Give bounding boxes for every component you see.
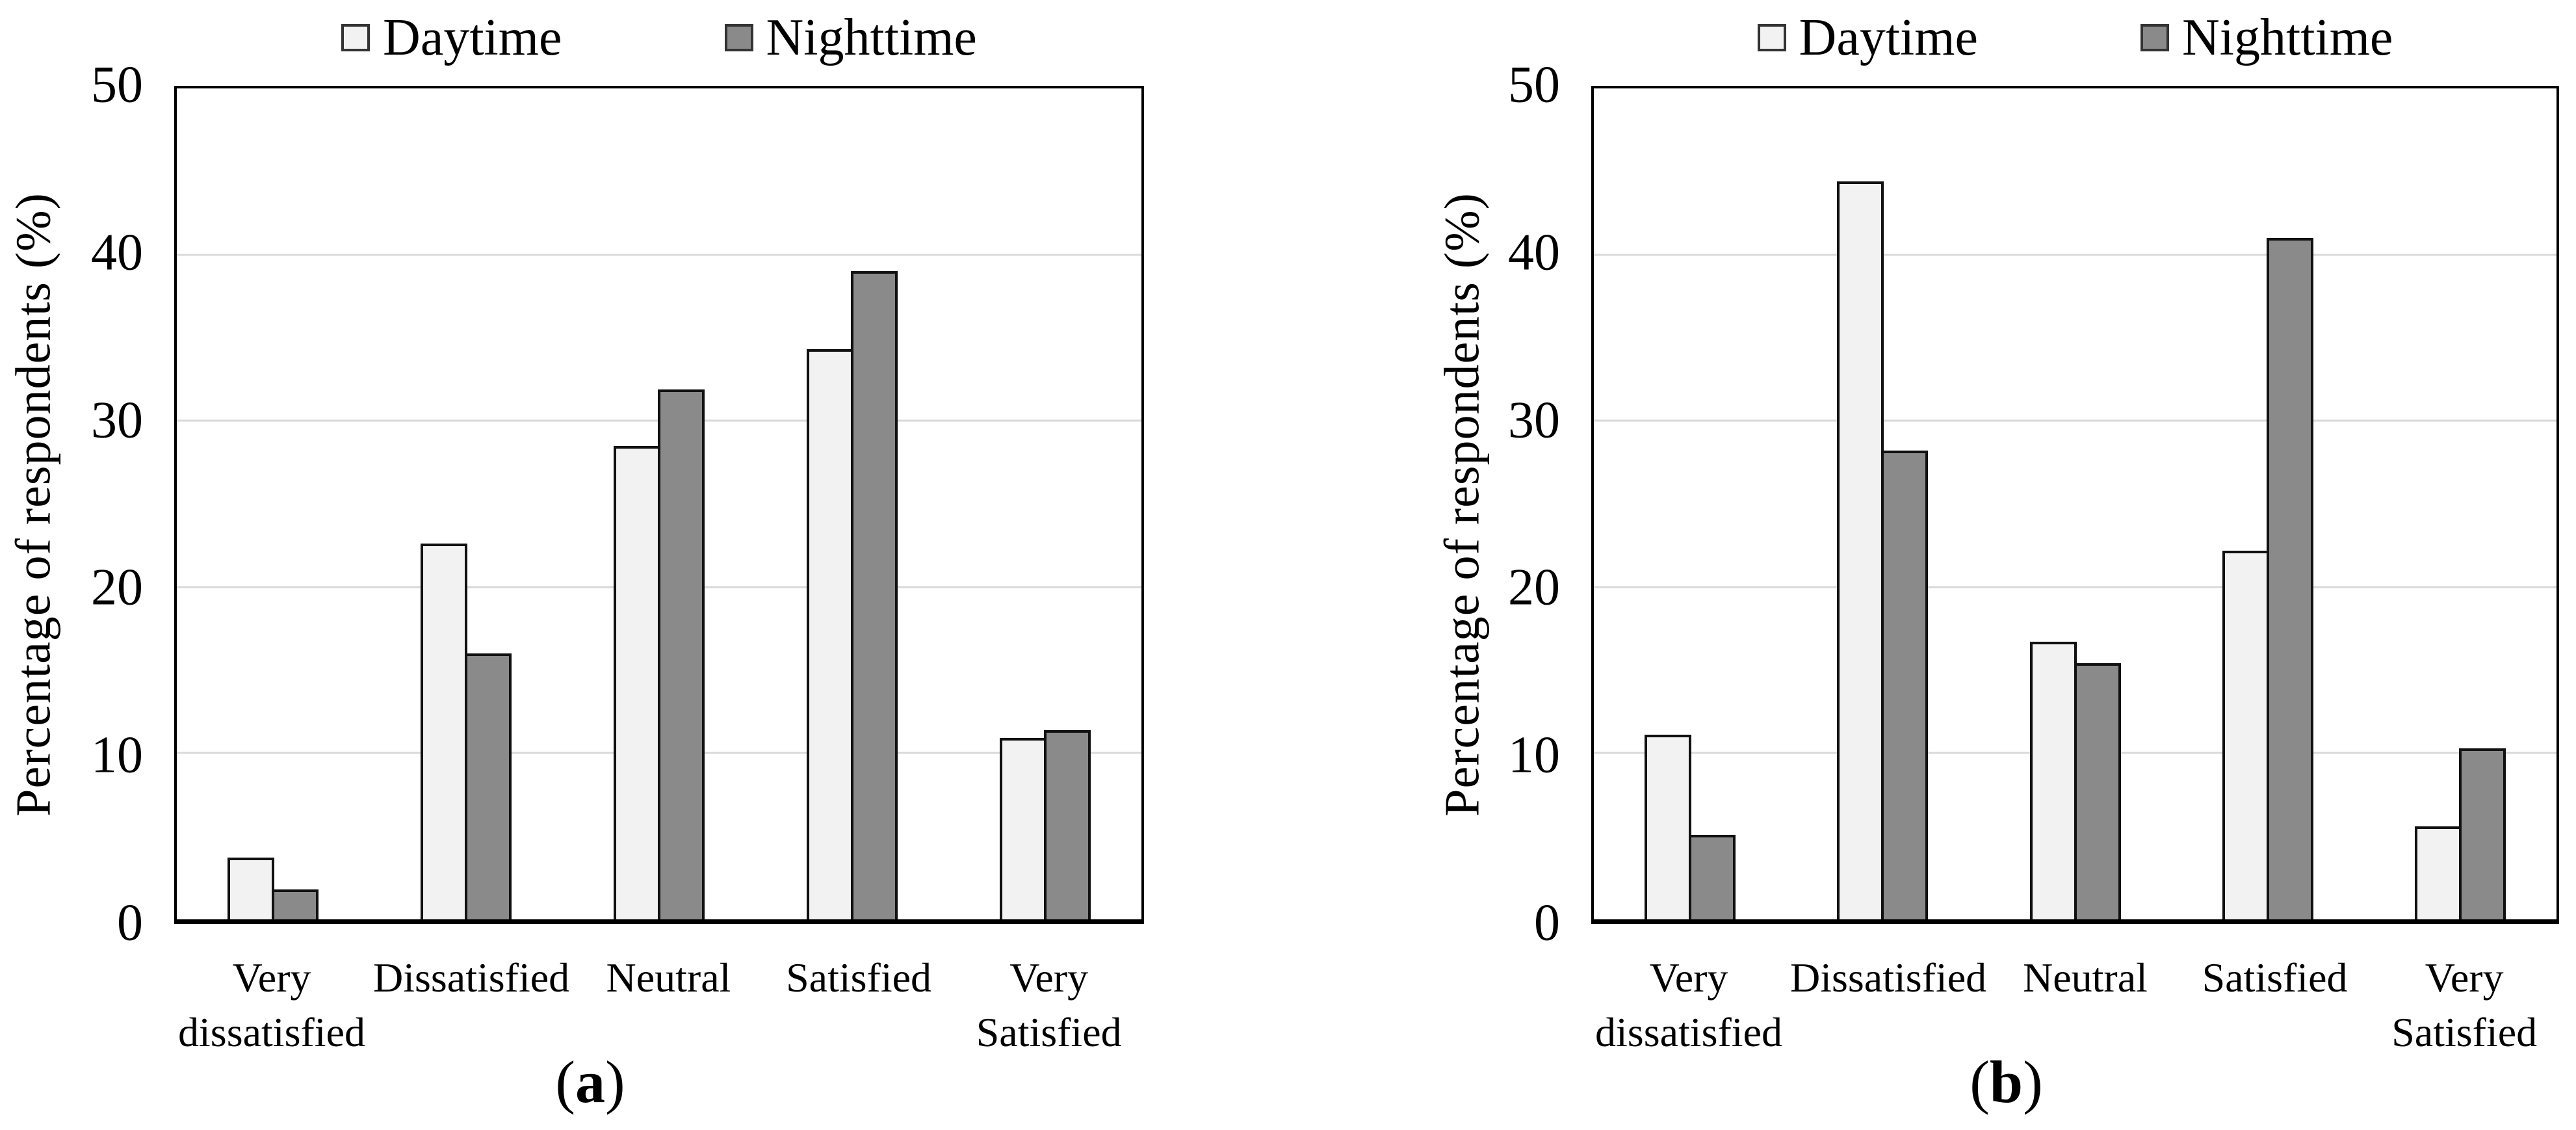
chart-panel-b: Daytime Nighttime Percentage of responden… <box>1288 0 2576 1130</box>
bar-group-very-satisfied <box>2364 88 2556 919</box>
bar-nighttime-neutral <box>657 389 705 919</box>
bar-daytime-dissatisfied <box>421 544 468 919</box>
bar-group-very-dissatisfied <box>177 88 370 919</box>
x-tick-label-satisfied: Satisfied <box>2202 954 2348 1001</box>
nighttime-swatch-icon <box>2140 24 2170 51</box>
x-tick-label-dissatisfied: Dissatisfied <box>1789 954 1987 1001</box>
caption-paren-close: ) <box>2023 1049 2043 1115</box>
legend-item-daytime: Daytime <box>1757 9 1979 66</box>
bar-nighttime-satisfied <box>850 271 898 919</box>
y-tick-label-30: 30 <box>1508 391 1560 449</box>
y-tick-label-0: 0 <box>117 894 143 952</box>
bar-nighttime-very-satisfied <box>1043 729 1091 919</box>
legend-item-daytime: Daytime <box>341 12 562 64</box>
y-tick-label-40: 40 <box>91 224 143 282</box>
bar-group-very-dissatisfied <box>1594 88 1786 919</box>
y-axis-ticks: 0 10 20 30 40 50 <box>1288 59 1560 949</box>
x-tick-label-neutral: Neutral <box>2023 954 2148 1001</box>
y-tick-label-50: 50 <box>1508 56 1560 114</box>
bars-container <box>1594 88 2556 919</box>
legend-label-daytime: Daytime <box>383 9 562 66</box>
panel-caption: (b) <box>1522 1052 2490 1112</box>
legend-item-nighttime: Nighttime <box>724 9 977 66</box>
x-tick-label-very-satisfied: Very Satisfied <box>976 954 1122 1055</box>
bar-nighttime-satisfied <box>2266 238 2313 919</box>
y-tick-label-10: 10 <box>1508 726 1560 784</box>
bar-daytime-very-dissatisfied <box>1645 735 1692 919</box>
x-tick-label-dissatisfied: Dissatisfied <box>372 954 570 1001</box>
x-tick-label-very-dissatisfied: Very dissatisfied <box>178 954 365 1055</box>
plot-area <box>174 86 1144 924</box>
bar-group-neutral <box>1979 88 2171 919</box>
bar-nighttime-dissatisfied <box>1881 451 1929 919</box>
bar-daytime-satisfied <box>2222 550 2269 919</box>
bar-nighttime-neutral <box>2074 663 2121 919</box>
y-tick-label-20: 20 <box>91 558 143 616</box>
bar-daytime-dissatisfied <box>1837 181 1884 919</box>
legend: Daytime Nighttime <box>1591 0 2559 75</box>
y-tick-label-40: 40 <box>1508 224 1560 282</box>
bar-nighttime-very-dissatisfied <box>1689 834 1736 919</box>
plot-area <box>1591 86 2559 924</box>
gridline-40 <box>177 254 1141 256</box>
caption-paren-open: ( <box>1970 1049 1990 1115</box>
y-tick-label-10: 10 <box>91 726 143 784</box>
nighttime-swatch-icon <box>724 24 753 51</box>
x-tick-label-very-dissatisfied: Very dissatisfied <box>1595 954 1782 1055</box>
bar-group-neutral <box>563 88 756 919</box>
caption-letter: a <box>575 1049 605 1115</box>
legend-label-nighttime: Nighttime <box>766 9 977 66</box>
panel-caption: (a) <box>105 1052 1075 1112</box>
bar-group-dissatisfied <box>1786 88 1979 919</box>
y-tick-label-0: 0 <box>1534 894 1560 952</box>
legend-item-nighttime: Nighttime <box>2140 12 2393 64</box>
x-axis-labels: Very dissatisfied Dissatisfied Neutral Sati… <box>1591 951 2559 1060</box>
bar-daytime-very-dissatisfied <box>228 858 275 919</box>
bar-daytime-neutral <box>2029 642 2077 919</box>
chart-panel-a: Daytime Nighttime Percentage of responden… <box>0 0 1144 1112</box>
bar-nighttime-dissatisfied <box>465 653 512 919</box>
bar-nighttime-very-satisfied <box>2458 748 2506 919</box>
y-tick-label-30: 30 <box>91 391 143 449</box>
bar-daytime-very-satisfied <box>2414 826 2462 919</box>
y-tick-label-20: 20 <box>1508 558 1560 616</box>
daytime-swatch-icon <box>1757 24 1786 51</box>
bar-daytime-neutral <box>613 445 660 919</box>
x-tick-label-very-satisfied: Very Satisfied <box>2391 954 2538 1055</box>
bar-group-satisfied <box>2172 88 2364 919</box>
bar-group-satisfied <box>755 88 948 919</box>
x-axis-labels: Very dissatisfied Dissatisfied Neutral Sati… <box>174 951 1144 1060</box>
legend-label-daytime: Daytime <box>1799 9 1979 66</box>
gridline-40 <box>1594 254 2556 256</box>
caption-letter: b <box>1989 1049 2023 1115</box>
bars-container <box>177 88 1141 919</box>
y-tick-label-50: 50 <box>91 56 143 114</box>
legend-label-nighttime: Nighttime <box>2182 9 2393 66</box>
bar-group-very-satisfied <box>948 88 1141 919</box>
gridline-20 <box>1594 586 2556 588</box>
daytime-swatch-icon <box>341 24 371 51</box>
bar-nighttime-very-dissatisfied <box>272 889 319 919</box>
bar-daytime-satisfied <box>806 349 853 919</box>
caption-paren-open: ( <box>555 1049 575 1115</box>
x-tick-label-neutral: Neutral <box>606 954 731 1001</box>
bar-daytime-very-satisfied <box>999 738 1047 919</box>
bar-group-dissatisfied <box>370 88 563 919</box>
x-tick-label-satisfied: Satisfied <box>786 954 932 1001</box>
y-axis-ticks: 0 10 20 30 40 50 <box>0 59 143 949</box>
gridline-30 <box>1594 419 2556 422</box>
caption-paren-close: ) <box>605 1049 625 1115</box>
legend: Daytime Nighttime <box>174 0 1144 75</box>
